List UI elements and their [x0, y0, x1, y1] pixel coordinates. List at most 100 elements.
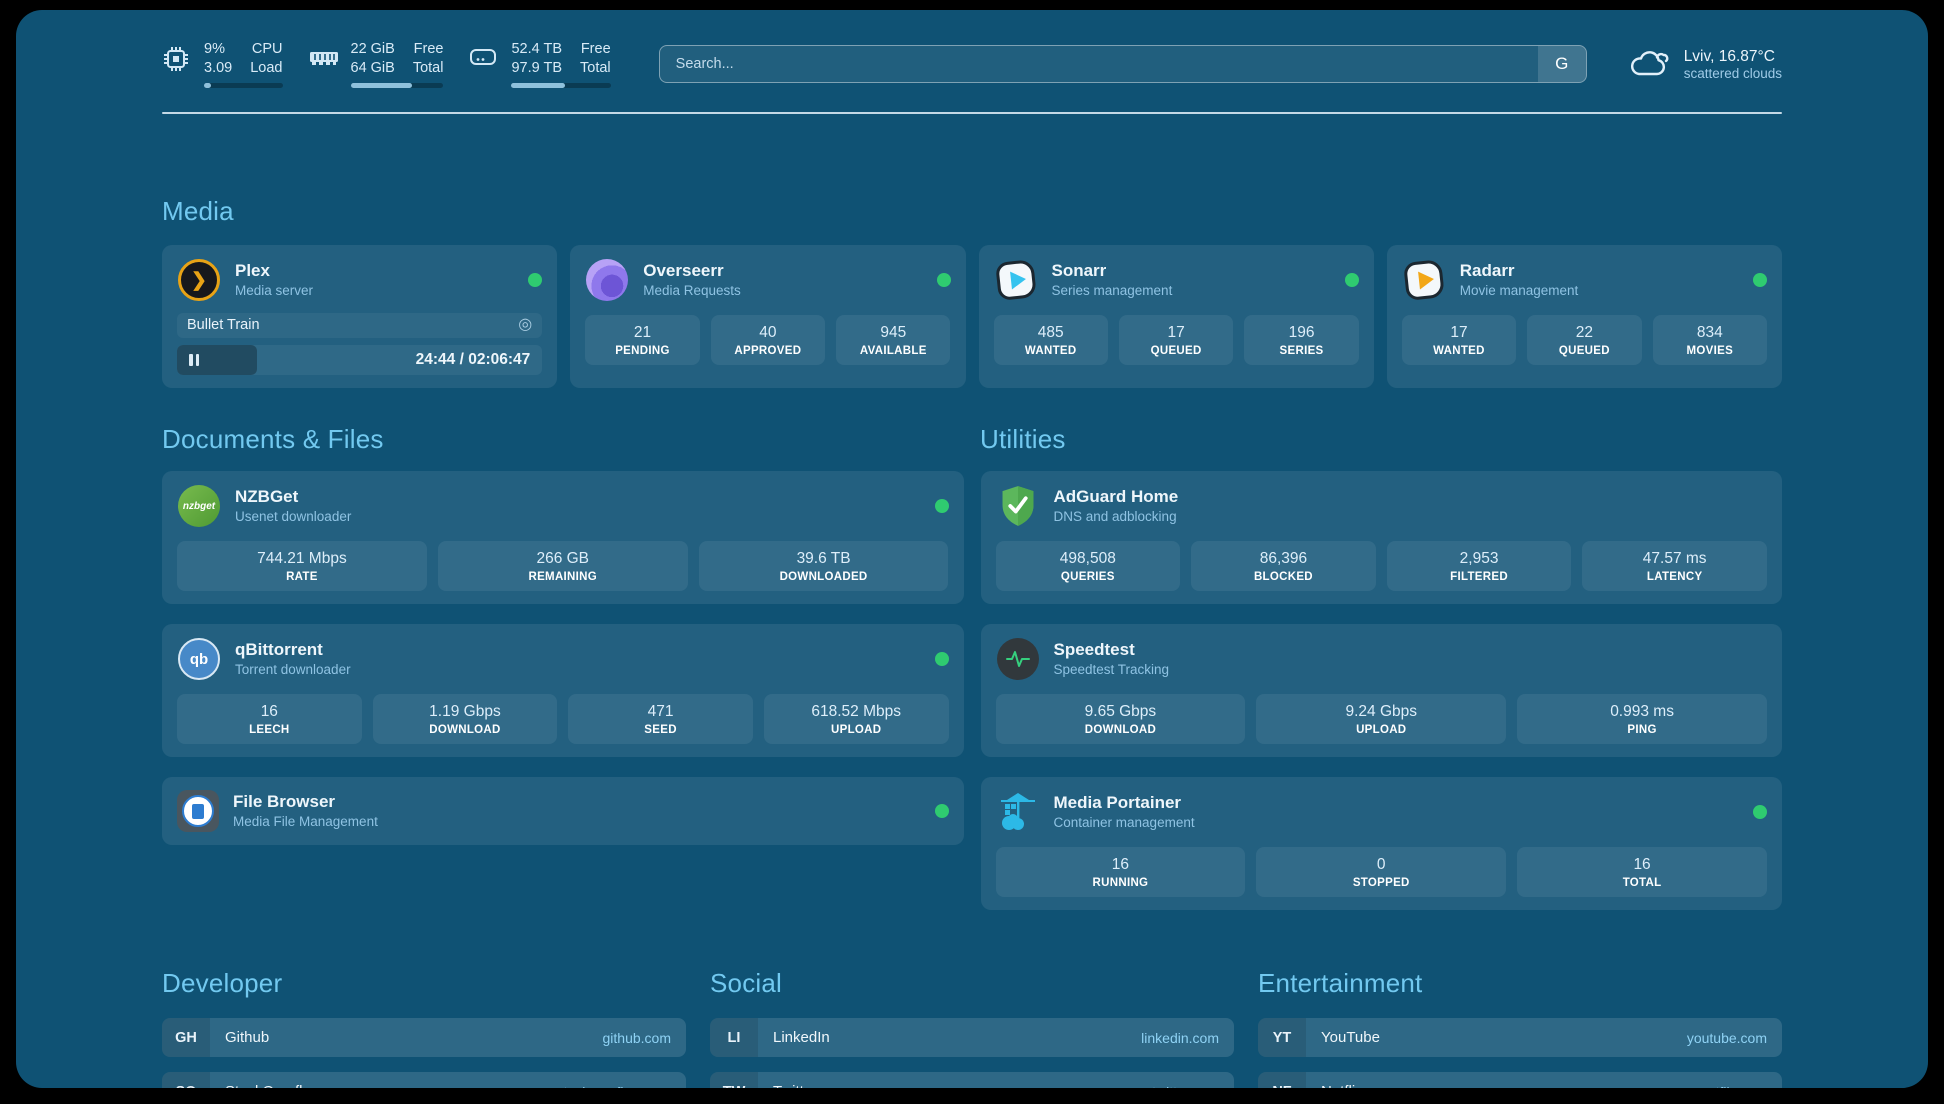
stat-tile: 21 PENDING [585, 315, 700, 365]
system-stats: 9% 3.09 CPU Load [162, 40, 611, 88]
session-view-icon[interactable]: ◎ [518, 316, 533, 333]
app-desc: Media File Management [233, 814, 378, 830]
plex-card[interactable]: ❯ Plex Media server Bullet Train ◎ 24:44… [162, 245, 558, 388]
stat-tile: 471 SEED [568, 694, 753, 744]
stat-tile: 47.57 ms LATENCY [1582, 541, 1767, 591]
app-desc: Container management [1053, 815, 1195, 831]
stat-tile: 196 SERIES [1244, 315, 1359, 365]
adguard-card[interactable]: AdGuard Home DNS and adblocking 498,508 … [980, 471, 1782, 604]
search-bar: G [658, 45, 1587, 83]
speedtest-card[interactable]: Speedtest Speedtest Tracking 9.65 Gbps D… [980, 624, 1782, 757]
cpu-icon [162, 40, 192, 73]
speedtest-icon [996, 637, 1040, 681]
stat-tile: 40 APPROVED [710, 315, 826, 365]
now-playing-title: Bullet Train [187, 317, 260, 333]
stat-tile: 2,953 FILTERED [1386, 541, 1572, 591]
adguard-icon [996, 484, 1040, 528]
memory-free-label: Free [413, 41, 444, 57]
disk-icon [469, 40, 499, 69]
qbittorrent-icon: qb [177, 637, 221, 681]
section-title-documents: Documents & Files [162, 424, 384, 454]
section-title-media: Media [162, 196, 234, 226]
playback-time: 24:44 / 02:06:47 [415, 351, 531, 368]
disk-free: 52.4 TB [511, 41, 563, 57]
topbar-divider [162, 112, 1782, 114]
app-desc: Media server [235, 283, 314, 299]
cpu-progress-track [204, 83, 283, 88]
weather-condition: scattered clouds [1683, 65, 1782, 81]
disk-progress-track [511, 83, 611, 88]
top-bar: 9% 3.09 CPU Load [162, 40, 1782, 88]
stat-tile: 39.6 TB DOWNLOADED [698, 541, 949, 591]
app-name: Media Portainer [1053, 792, 1182, 812]
stat-tile: 17 WANTED [1401, 315, 1517, 365]
app-name: File Browser [233, 791, 336, 811]
cloud-icon [1629, 49, 1671, 79]
app-desc: Movie management [1459, 283, 1579, 299]
status-dot [1753, 273, 1767, 287]
stat-tile: 498,508 QUERIES [995, 541, 1181, 591]
cpu-percent: 9% [204, 41, 225, 57]
stat-tile: 1.19 Gbps DOWNLOAD [372, 694, 558, 744]
app-name: Overseerr [643, 260, 724, 280]
stat-tile: 0.993 ms PING [1517, 694, 1767, 744]
pause-button[interactable] [177, 354, 211, 366]
status-dot [528, 273, 543, 287]
filebrowser-icon [177, 790, 219, 832]
cpu-label: CPU [251, 41, 283, 57]
filebrowser-card[interactable]: File Browser Media File Management [162, 777, 964, 845]
stat-tile: 17 QUEUED [1118, 315, 1234, 365]
app-name: Speedtest [1053, 639, 1135, 659]
cpu-stat: 9% 3.09 CPU Load [162, 40, 283, 88]
qbittorrent-card[interactable]: qb qBittorrent Torrent downloader 16 LEE… [162, 624, 964, 757]
section-title-utilities: Utilities [980, 424, 1066, 454]
search-input[interactable] [659, 46, 1538, 82]
nzbget-card[interactable]: nzbget NZBGet Usenet downloader 744.21 M… [162, 471, 964, 604]
app-desc: Series management [1051, 283, 1173, 299]
link-linkedin[interactable]: LI LinkedIn linkedin.com [710, 1018, 1234, 1057]
app-desc: DNS and adblocking [1053, 509, 1177, 525]
weather-widget: Lviv, 16.87°C scattered clouds [1629, 48, 1782, 81]
weather-location-temp: Lviv, 16.87°C [1683, 47, 1775, 65]
portainer-icon [996, 790, 1040, 834]
status-dot [934, 652, 949, 666]
disk-total-label: Total [580, 60, 611, 76]
stat-tile: 744.21 Mbps RATE [177, 541, 427, 591]
cpu-progress-fill [204, 83, 212, 88]
section-title-entertainment: Entertainment [1258, 968, 1423, 998]
link-twitter[interactable]: TW Twitter twitter.com [710, 1072, 1234, 1088]
radarr-card[interactable]: Radarr Movie management 17 WANTED 22 QUE… [1386, 245, 1782, 388]
disk-free-label: Free [580, 41, 611, 57]
link-github[interactable]: GH Github github.com [162, 1018, 686, 1057]
sonarr-card[interactable]: Sonarr Series management 485 WANTED 17 Q… [978, 245, 1374, 388]
link-youtube[interactable]: YT YouTube youtube.com [1258, 1018, 1782, 1057]
social-links: LI LinkedIn linkedin.com TW Twitter twit… [710, 1003, 1234, 1088]
app-desc: Speedtest Tracking [1053, 662, 1170, 678]
media-card-grid: ❯ Plex Media server Bullet Train ◎ 24:44… [162, 245, 1782, 388]
overseerr-card[interactable]: Overseerr Media Requests 21 PENDING 40 A… [570, 245, 966, 388]
utilities-column: AdGuard Home DNS and adblocking 498,508 … [980, 471, 1782, 910]
status-dot [936, 273, 951, 287]
stat-tile: 16 RUNNING [995, 847, 1246, 897]
section-title-social: Social [710, 968, 783, 998]
cpu-loadavg: 3.09 [204, 60, 233, 76]
memory-progress-fill [350, 83, 412, 88]
memory-total: 64 GiB [350, 60, 395, 76]
link-netflix[interactable]: NF Netflix netflix.com [1258, 1072, 1782, 1088]
stat-tile: 485 WANTED [993, 315, 1108, 365]
ram-icon [309, 40, 339, 71]
stat-tile: 945 AVAILABLE [836, 315, 951, 365]
disk-progress-fill [511, 83, 566, 88]
stat-tile: 86,396 BLOCKED [1191, 541, 1376, 591]
link-stackoverflow[interactable]: SO StackOverflow stackoverflow.com [162, 1072, 686, 1088]
section-title-developer: Developer [162, 968, 283, 998]
plex-now-playing-row: Bullet Train ◎ [177, 313, 543, 338]
stat-tile: 9.24 Gbps UPLOAD [1256, 694, 1507, 744]
search-engine-button[interactable]: G [1537, 46, 1586, 82]
app-desc: Torrent downloader [235, 662, 351, 678]
radarr-icon [1402, 258, 1446, 302]
portainer-card[interactable]: Media Portainer Container management 16 … [980, 777, 1782, 910]
stat-tile: 9.65 Gbps DOWNLOAD [995, 694, 1246, 744]
plex-player-controls: 24:44 / 02:06:47 [177, 345, 543, 375]
stat-tile: 0 STOPPED [1256, 847, 1507, 897]
